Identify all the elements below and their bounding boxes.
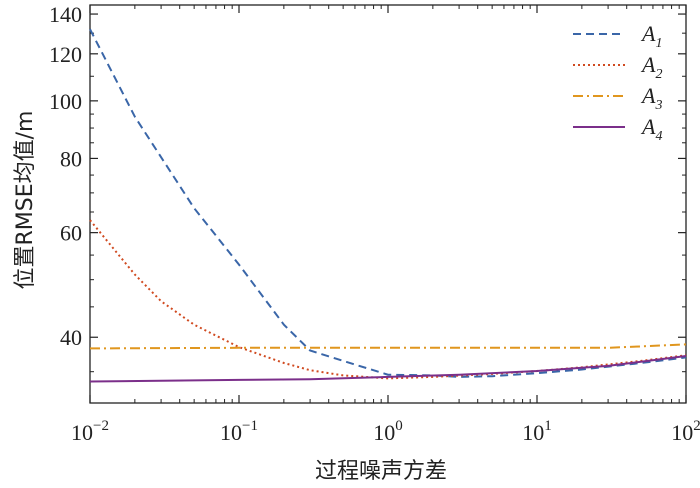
series-line-a2	[89, 219, 687, 380]
y-tick-label: 120	[49, 42, 82, 67]
legend-label-a2: A2	[640, 52, 662, 82]
legend-label-a4: A4	[640, 114, 662, 144]
x-tick-label: 101	[522, 418, 552, 445]
x-tick-label: 10−2	[71, 418, 109, 445]
series-line-a4	[89, 355, 687, 383]
series-line-a3	[89, 343, 687, 350]
y-tick-label: 80	[60, 146, 82, 171]
y-tick-label: 100	[49, 89, 82, 114]
x-tick-label: 102	[671, 418, 700, 445]
x-tick-label: 100	[373, 418, 403, 445]
y-tick-label: 60	[60, 221, 82, 246]
plot-frame	[89, 4, 687, 404]
legend-label-a1: A1	[640, 21, 662, 51]
y-tick-label: 40	[60, 325, 82, 350]
series-line-a1	[89, 28, 687, 378]
y-tick-label: 140	[49, 2, 82, 27]
y-axis-title: 位置RMSE均值/m	[13, 111, 38, 290]
x-tick-label: 10−1	[220, 418, 258, 445]
legend-label-a3: A3	[640, 83, 662, 113]
x-axis-title: 过程噪声方差	[315, 459, 447, 484]
